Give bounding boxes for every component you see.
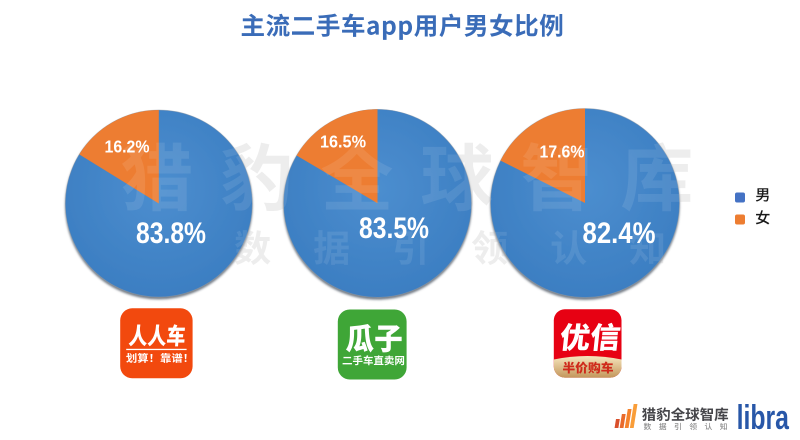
svg-text:16.5%: 16.5% [320, 132, 366, 152]
svg-text:83.5%: 83.5% [359, 212, 429, 245]
svg-text:82.4%: 82.4% [583, 217, 656, 250]
svg-text:83.8%: 83.8% [136, 217, 206, 250]
svg-text:17.6%: 17.6% [540, 142, 585, 162]
svg-text:libra: libra [737, 399, 790, 435]
svg-text:16.2%: 16.2% [105, 137, 150, 157]
